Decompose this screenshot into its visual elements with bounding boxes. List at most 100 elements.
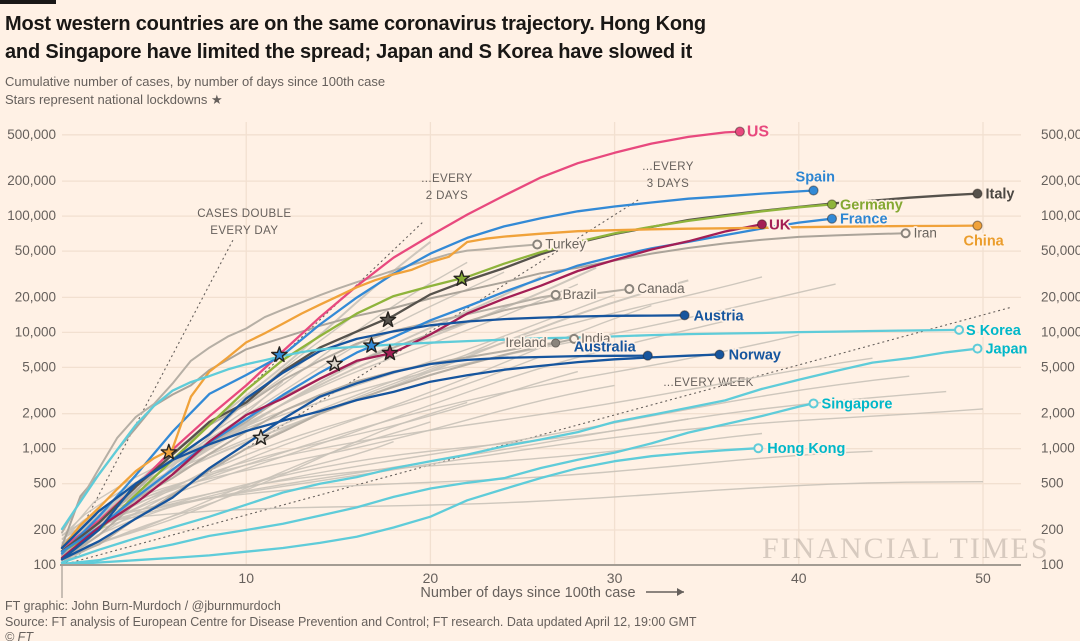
series-marker-canada (624, 284, 635, 295)
series-label-italy: Italy (985, 187, 1014, 203)
footer-copyright: © FT (5, 630, 33, 641)
title-line-1: Most western countries are on the same c… (5, 13, 706, 35)
background-country-line (61, 283, 836, 540)
series-label-france: France (840, 212, 888, 228)
background-country-line (61, 432, 763, 544)
y-axis-label-left: 5,000 (22, 359, 56, 374)
subtitle-line-1: Cumulative number of cases, by number of… (5, 74, 386, 89)
series-line-italy (60, 192, 979, 553)
series-label-germany: Germany (840, 197, 903, 213)
y-axis-label-right: 5,000 (1041, 359, 1075, 374)
background-country-line (61, 421, 431, 559)
x-axis-tick-label: 20 (423, 570, 439, 586)
lockdown-star (160, 443, 178, 460)
y-axis-label-right: 200 (1041, 522, 1064, 537)
chart-footer: FT graphic: John Burn-Murdoch / @jburnmu… (5, 599, 697, 641)
lockdown-star (252, 429, 270, 445)
series-label-skorea: S Korea (966, 323, 1022, 339)
series-marker-turkey (532, 239, 543, 250)
x-axis-arrowhead (677, 588, 684, 596)
lockdown-star (453, 270, 470, 286)
x-axis-tick-label: 30 (607, 570, 623, 586)
y-axis-label-left: 500 (33, 476, 56, 491)
y-axis-label-right: 1,000 (1041, 441, 1075, 456)
y-axis-label-right: 2,000 (1041, 406, 1075, 421)
y-axis-label-left: 2,000 (22, 406, 56, 421)
series-label-turkey: Turkey (545, 236, 586, 251)
background-country-line (61, 384, 615, 536)
series-marker-singapore (808, 398, 819, 409)
doubling-label: ...EVERY (642, 161, 694, 173)
series-marker-australia (642, 350, 653, 361)
series-line-canada (61, 288, 631, 562)
series-label-china: China (963, 234, 1004, 250)
y-axis-label-left: 20,000 (15, 289, 56, 304)
y-axis-label-left: 200 (33, 522, 56, 537)
background-country-line (61, 450, 873, 540)
series-marker-spain (808, 185, 819, 196)
doubling-label: EVERY DAY (210, 225, 278, 237)
background-country-line (61, 266, 597, 553)
doubling-label: CASES DOUBLE (197, 208, 291, 220)
series-line-germany (60, 203, 834, 553)
y-axis-label-left: 100,000 (7, 208, 56, 223)
series-marker-brazil (550, 289, 561, 300)
x-axis-title: Number of days since 100th case (420, 585, 635, 601)
series-label-hongkong: Hong Kong (767, 441, 845, 457)
y-axis-label-left: 10,000 (15, 324, 56, 339)
series-label-ireland: Ireland (505, 335, 546, 350)
series-line-hongkong (60, 447, 760, 567)
lockdown-star (271, 346, 288, 363)
doubling-label: ...EVERY (421, 173, 473, 185)
y-axis-label-right: 10,000 (1041, 324, 1080, 339)
series-label-singapore: Singapore (822, 396, 893, 412)
y-axis-label-right: 500,000 (1041, 127, 1080, 142)
y-axis-label-right: 100 (1041, 557, 1064, 572)
series-line-france (60, 217, 834, 553)
series-line-us (60, 130, 742, 550)
series-marker-hongkong (753, 443, 764, 454)
series-marker-uk (756, 219, 768, 230)
series-marker-italy (972, 188, 983, 199)
y-axis-label-right: 100,000 (1041, 208, 1080, 223)
series-label-japan: Japan (985, 342, 1027, 358)
y-axis-label-left: 100 (33, 557, 56, 572)
doubling-label: 3 DAYS (647, 178, 689, 190)
series-marker-us (734, 126, 745, 137)
ft-watermark: FINANCIAL TIMES (762, 532, 1050, 565)
series-marker-china (972, 220, 983, 231)
series-label-us: US (747, 124, 770, 141)
y-axis-label-left: 500,000 (7, 127, 56, 142)
footer-source: Source: FT analysis of European Centre f… (5, 614, 697, 629)
doubling-reference-line (61, 306, 1013, 566)
lockdown-star (326, 355, 343, 372)
series-marker-norway (714, 349, 725, 360)
background-country-line (61, 401, 468, 565)
y-axis-label-right: 200,000 (1041, 173, 1080, 188)
series-label-uk: UK (769, 216, 791, 233)
y-axis-label-right: 500 (1041, 476, 1064, 491)
background-country-line (61, 279, 689, 560)
subtitle-line-2: Stars represent national lockdowns ★ (5, 92, 223, 107)
x-axis-tick-label: 40 (791, 570, 807, 586)
y-axis-label-left: 50,000 (15, 243, 56, 258)
ft-top-bar (0, 0, 56, 4)
lockdown-star (363, 336, 380, 353)
series-line-singapore (60, 402, 815, 566)
lockdown-star (381, 344, 399, 361)
y-axis-label-left: 1,000 (22, 441, 56, 456)
doubling-reference-line (61, 221, 424, 566)
series-line-spain (60, 189, 815, 555)
series-label-canada: Canada (637, 281, 685, 296)
series-line-skorea (60, 328, 961, 531)
x-axis-tick-label: 50 (975, 570, 991, 586)
series-label-spain: Spain (796, 170, 835, 186)
page-title: Most western countries are on the same c… (5, 10, 706, 66)
series-marker-skorea (954, 324, 965, 335)
series-line-brazil (61, 293, 557, 557)
y-axis-label-right: 20,000 (1041, 289, 1080, 304)
doubling-label: ...EVERY WEEK (663, 377, 753, 389)
series-label-austria: Austria (694, 308, 745, 324)
